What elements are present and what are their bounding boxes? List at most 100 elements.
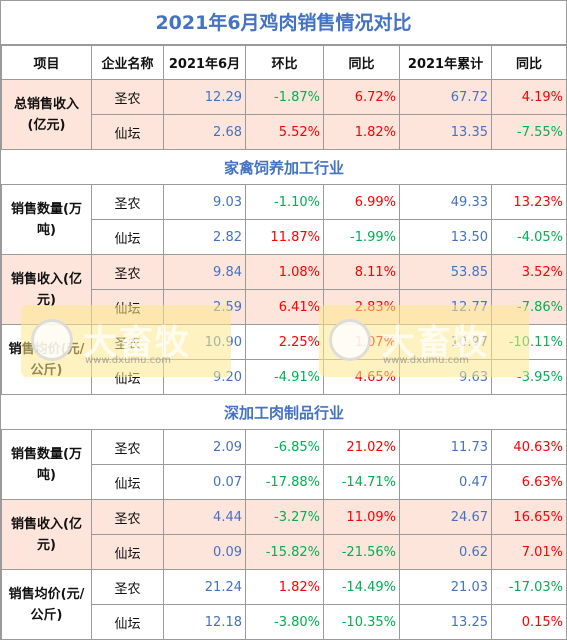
month-value: 4.44 xyxy=(163,499,246,535)
company-cell: 仙坛 xyxy=(91,534,164,570)
month-value: 2.09 xyxy=(163,429,246,465)
yoy-value: 6.72% xyxy=(323,79,400,115)
yoy-value: -14.49% xyxy=(323,569,400,605)
table-row: 销售数量(万吨) 圣农 9.03 -1.10% 6.99% 49.33 13.23% xyxy=(1,184,567,255)
company-cell: 仙坛 xyxy=(91,114,164,150)
cumulative-yoy-value: 4.19% xyxy=(491,79,567,115)
mom-value: -3.27% xyxy=(245,499,324,535)
cumulative-value: 0.47 xyxy=(399,464,492,500)
month-value: 21.24 xyxy=(163,569,246,605)
month-value: 0.07 xyxy=(163,464,246,500)
month-value: 2.82 xyxy=(163,219,246,255)
month-value: 12.29 xyxy=(163,79,246,115)
table-row: 仙坛 2.82 11.87% -1.99% 13.50 -4.05% xyxy=(2,219,567,255)
header-cumulative: 2021年累计 xyxy=(399,45,492,80)
cumulative-value: 13.35 xyxy=(399,114,492,150)
watermark-logo-icon xyxy=(329,319,371,361)
mom-value: -17.88% xyxy=(245,464,324,500)
header-mom: 环比 xyxy=(245,45,324,80)
header-item: 项目 xyxy=(1,45,92,80)
row-group-label: 销售数量(万吨) xyxy=(1,184,92,255)
section-row: 家禽饲养加工行业 xyxy=(1,149,567,185)
mom-value: -6.85% xyxy=(245,429,324,465)
table-row: 仙坛 0.09 -15.82% -21.56% 0.62 7.01% xyxy=(2,534,567,570)
header-company: 企业名称 xyxy=(91,45,164,80)
table-row: 销售收入(亿元) 圣农 9.84 1.08% 8.11% 53.85 3.52% xyxy=(1,254,567,325)
cumulative-value: 13.25 xyxy=(399,604,492,640)
watermark-right: 大畜牧 www.dxumu.com xyxy=(319,305,529,377)
cumulative-value: 53.85 xyxy=(399,254,492,290)
month-value: 2.68 xyxy=(163,114,246,150)
yoy-value: -21.56% xyxy=(323,534,400,570)
mom-value: 1.82% xyxy=(245,569,324,605)
row-group-label: 销售数量(万吨) xyxy=(1,429,92,500)
row-group-label: 销售均价(元/公斤) xyxy=(1,569,92,640)
row-group-label: 总销售收入(亿元) xyxy=(1,79,92,150)
yoy-value: 1.82% xyxy=(323,114,400,150)
yoy-value: 6.99% xyxy=(323,184,400,220)
sales-table: 项目 企业名称 2021年6月 环比 同比 2021年累计 同比 总销售收入(亿… xyxy=(1,45,567,640)
mom-value: 1.08% xyxy=(245,254,324,290)
sheet-title: 2021年6月鸡肉销售情况对比 xyxy=(1,1,566,45)
mom-value: -1.10% xyxy=(245,184,324,220)
company-cell: 圣农 xyxy=(91,429,164,465)
mom-value: -3.80% xyxy=(245,604,324,640)
cumulative-value: 24.67 xyxy=(399,499,492,535)
section-title: 深加工肉制品行业 xyxy=(1,394,567,430)
month-value: 0.09 xyxy=(163,534,246,570)
table-row: 销售数量(万吨) 圣农 2.09 -6.85% 21.02% 11.73 40.63% xyxy=(1,429,567,500)
watermark-url: www.dxumu.com xyxy=(383,355,470,366)
mom-value: 6.41% xyxy=(245,289,324,325)
company-cell: 圣农 xyxy=(91,569,164,605)
cumulative-yoy-value: 13.23% xyxy=(491,184,567,220)
company-cell: 圣农 xyxy=(91,79,164,115)
cumulative-yoy-value: 6.63% xyxy=(491,464,567,500)
month-value: 9.03 xyxy=(163,184,246,220)
watermark-logo-icon xyxy=(31,319,73,361)
section-row: 深加工肉制品行业 xyxy=(1,394,567,430)
table-row: 仙坛 0.07 -17.88% -14.71% 0.47 6.63% xyxy=(2,464,567,500)
cumulative-value: 49.33 xyxy=(399,184,492,220)
cumulative-yoy-value: 40.63% xyxy=(491,429,567,465)
cumulative-value: 11.73 xyxy=(399,429,492,465)
company-cell: 仙坛 xyxy=(91,464,164,500)
mom-value: 5.52% xyxy=(245,114,324,150)
yoy-value: -14.71% xyxy=(323,464,400,500)
row-group-label: 销售收入(亿元) xyxy=(1,499,92,570)
header-month: 2021年6月 xyxy=(163,45,246,80)
mom-value: -1.87% xyxy=(245,79,324,115)
cumulative-value: 21.03 xyxy=(399,569,492,605)
yoy-value: 21.02% xyxy=(323,429,400,465)
header-row: 项目 企业名称 2021年6月 环比 同比 2021年累计 同比 xyxy=(1,45,567,80)
yoy-value: -10.35% xyxy=(323,604,400,640)
mom-value: -15.82% xyxy=(245,534,324,570)
yoy-value: -1.99% xyxy=(323,219,400,255)
yoy-value: 8.11% xyxy=(323,254,400,290)
cumulative-yoy-value: 7.01% xyxy=(491,534,567,570)
yoy-value: 11.09% xyxy=(323,499,400,535)
company-cell: 圣农 xyxy=(91,254,164,290)
month-value: 12.18 xyxy=(163,604,246,640)
header-cumulative-yoy: 同比 xyxy=(491,45,567,80)
header-yoy: 同比 xyxy=(323,45,400,80)
table-row: 销售收入(亿元) 圣农 4.44 -3.27% 11.09% 24.67 16.65% xyxy=(1,499,567,570)
cumulative-yoy-value: 0.15% xyxy=(491,604,567,640)
company-cell: 仙坛 xyxy=(91,219,164,255)
company-cell: 圣农 xyxy=(91,499,164,535)
mom-value: -4.91% xyxy=(245,359,324,395)
cumulative-yoy-value: 16.65% xyxy=(491,499,567,535)
month-value: 9.84 xyxy=(163,254,246,290)
cumulative-yoy-value: -7.55% xyxy=(491,114,567,150)
cumulative-yoy-value: -17.03% xyxy=(491,569,567,605)
section-title: 家禽饲养加工行业 xyxy=(1,149,567,185)
cumulative-yoy-value: -4.05% xyxy=(491,219,567,255)
cumulative-yoy-value: 3.52% xyxy=(491,254,567,290)
company-cell: 仙坛 xyxy=(91,604,164,640)
cumulative-value: 0.62 xyxy=(399,534,492,570)
watermark-brand: 大畜牧 xyxy=(381,323,489,363)
company-cell: 圣农 xyxy=(91,184,164,220)
watermark-left: 大畜牧 www.dxumu.com xyxy=(21,305,231,377)
watermark-brand: 大畜牧 xyxy=(83,323,191,363)
mom-value: 2.25% xyxy=(245,324,324,360)
